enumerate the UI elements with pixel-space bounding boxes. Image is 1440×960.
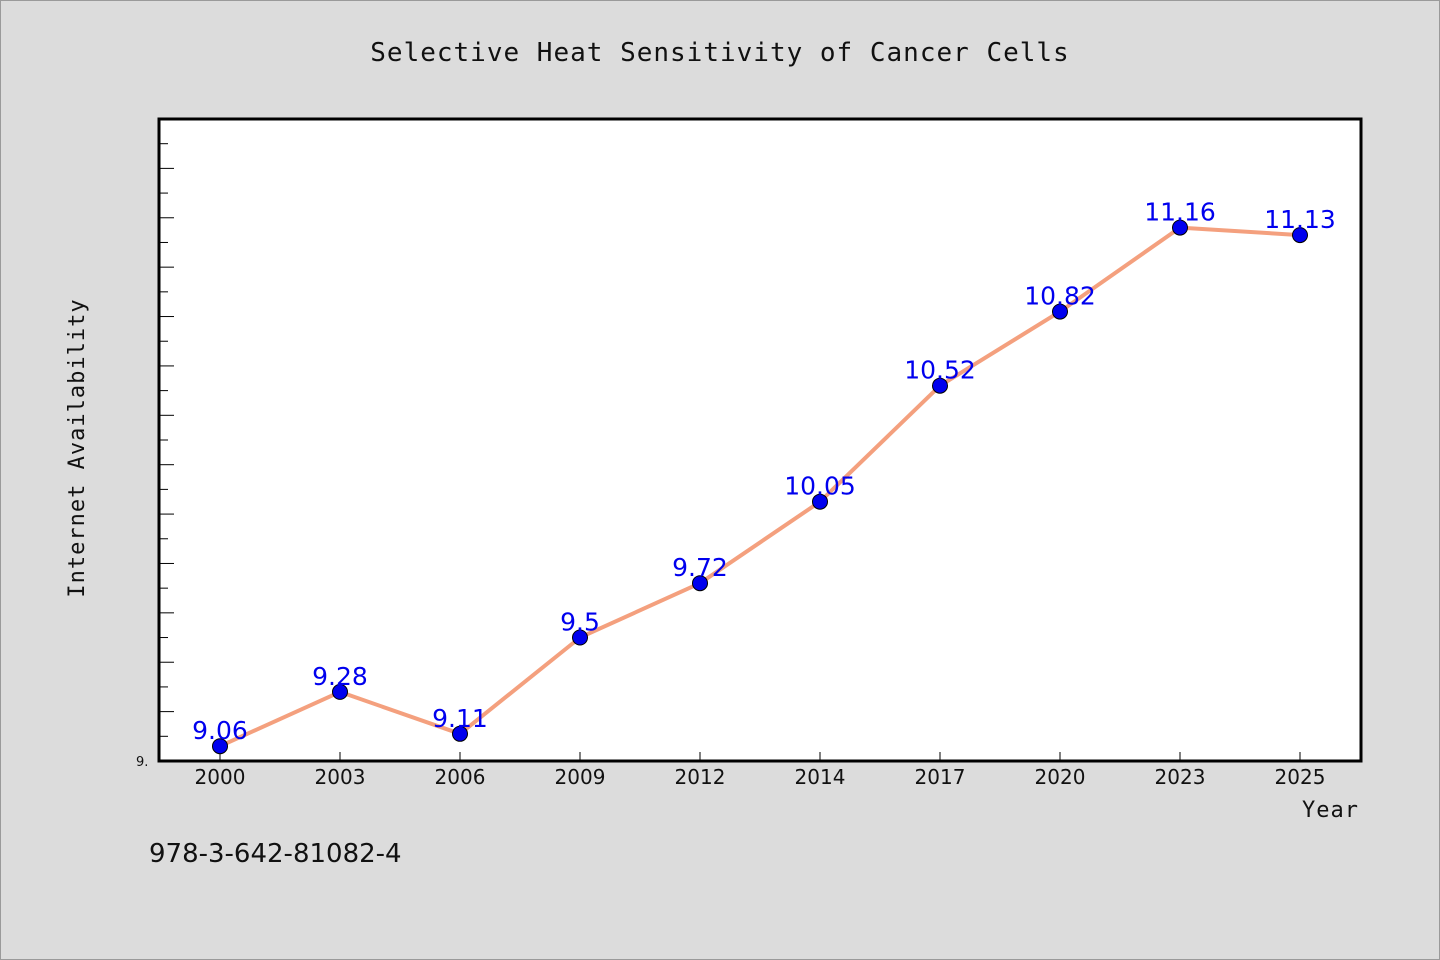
x-tick-label: 2014 bbox=[795, 765, 846, 789]
data-point bbox=[212, 738, 228, 755]
x-tick-label: 2017 bbox=[915, 765, 966, 789]
x-axis-label: Year bbox=[1302, 798, 1359, 823]
data-label: 10.05 bbox=[784, 472, 856, 501]
data-label: 9.5 bbox=[560, 608, 600, 637]
data-point bbox=[1052, 303, 1068, 320]
data-label: 11.13 bbox=[1264, 205, 1336, 234]
x-tick-label: 2023 bbox=[1155, 765, 1206, 789]
data-point bbox=[332, 683, 348, 700]
x-tick-label: 2003 bbox=[315, 765, 366, 789]
data-point bbox=[1292, 227, 1308, 244]
y-axis-ticks bbox=[159, 143, 174, 762]
data-label: 9.28 bbox=[312, 662, 368, 691]
x-tick-label: 2000 bbox=[195, 765, 246, 789]
plot-area bbox=[157, 117, 1363, 763]
y-axis-label: Internet Availability bbox=[65, 298, 90, 597]
x-tick-label: 2012 bbox=[675, 765, 726, 789]
data-label: 9.06 bbox=[192, 716, 248, 745]
x-tick-label: 2009 bbox=[555, 765, 606, 789]
x-tick-label: 2006 bbox=[435, 765, 486, 789]
data-label: 11.16 bbox=[1144, 198, 1216, 227]
chart-title: Selective Heat Sensitivity of Cancer Cel… bbox=[370, 38, 1069, 68]
x-tick-label: 2020 bbox=[1035, 765, 1086, 789]
data-point bbox=[1172, 219, 1188, 236]
series-line bbox=[218, 225, 1302, 749]
data-point bbox=[452, 725, 468, 742]
series-layer: 9.06 9.28 9.11 9.5 9.72 10.05 10.52 10.82 11.16 1… bbox=[192, 198, 1336, 755]
x-tick-label: 2025 bbox=[1275, 765, 1326, 789]
data-point bbox=[932, 377, 948, 394]
data-label: 9.11 bbox=[432, 704, 488, 733]
data-point bbox=[572, 629, 588, 646]
data-label: 9.72 bbox=[672, 553, 728, 582]
y-tick-label: 9. bbox=[136, 755, 148, 770]
footer-text: 978-3-642-81082-4 bbox=[149, 839, 402, 869]
x-axis-ticks: 2000 2003 2006 2009 2012 2014 2017 2020 2023 2025 bbox=[195, 752, 1326, 789]
data-point bbox=[812, 493, 828, 510]
data-point bbox=[692, 575, 708, 592]
data-label: 10.52 bbox=[904, 356, 976, 385]
data-label: 10.82 bbox=[1024, 282, 1096, 311]
